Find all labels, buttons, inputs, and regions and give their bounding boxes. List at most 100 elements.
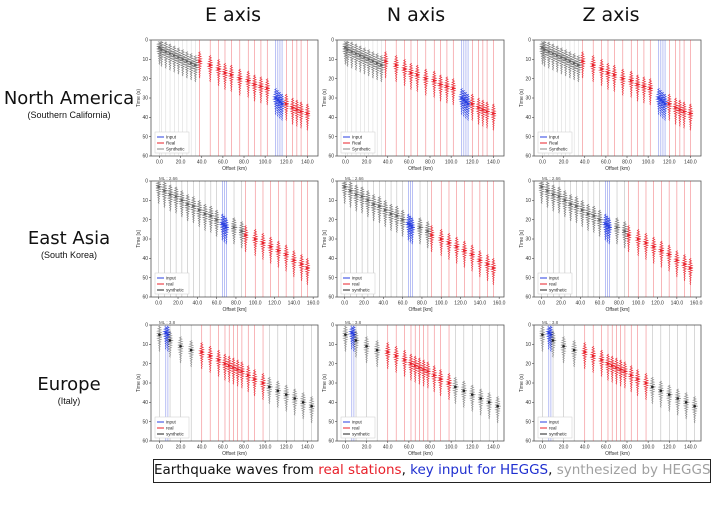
- waveform-mark: [352, 184, 360, 212]
- y-tick-label: 20: [328, 361, 334, 367]
- waveform-mark: [406, 215, 414, 243]
- waveform-mark: [244, 365, 252, 393]
- waveform-mark: [415, 357, 423, 385]
- arrival-point: [426, 229, 430, 233]
- waveform-mark: [238, 361, 246, 389]
- arrival-point: [606, 362, 610, 365]
- region-label-north-america: North America (Southern California): [0, 88, 138, 120]
- y-tick-label: 10: [525, 57, 531, 63]
- arrival-point: [269, 245, 272, 249]
- arrival-point: [189, 348, 193, 352]
- arrival-point: [409, 71, 413, 75]
- arrival-point: [555, 54, 559, 57]
- x-tick-label: 120.0: [663, 160, 676, 166]
- waveform-mark: [350, 325, 358, 352]
- y-tick-label: 30: [525, 237, 531, 243]
- x-tick-label: 140.0: [487, 445, 500, 451]
- waveform-mark: [282, 93, 290, 121]
- arrival-point: [344, 333, 347, 336]
- arrival-point: [560, 56, 563, 59]
- x-tick-label: 60.0: [404, 160, 414, 166]
- waveform-mark: [190, 196, 197, 224]
- y-tick-label: 30: [142, 237, 148, 243]
- x-tick-label: 0.0: [156, 445, 163, 451]
- y-tick-label: 50: [142, 419, 148, 425]
- y-tick-label: 20: [525, 361, 531, 367]
- arrival-point: [600, 358, 603, 362]
- waveform-mark: [407, 353, 415, 381]
- arrival-point: [610, 364, 614, 367]
- x-tick-label: 100.0: [435, 301, 448, 307]
- waveform-mark: [674, 388, 681, 416]
- waveform-mark: [468, 93, 476, 121]
- waveform-mark: [257, 76, 265, 104]
- waveform-mark: [646, 78, 654, 106]
- arrival-point: [627, 233, 630, 237]
- waveform-mark: [341, 181, 348, 204]
- y-axis-label: Time (s): [519, 374, 525, 392]
- x-tick-label: 60.0: [601, 445, 611, 451]
- y-tick-label: 20: [525, 76, 531, 82]
- x-tick-label: 60.0: [595, 301, 605, 307]
- waveform-mark: [617, 359, 624, 387]
- arrival-point: [481, 108, 485, 111]
- arrival-point: [492, 266, 495, 270]
- y-tick-label: 0: [331, 38, 334, 44]
- waveform-mark: [413, 64, 421, 92]
- arrival-point: [403, 67, 406, 71]
- waveform-mark: [399, 209, 406, 237]
- legend-entry: synthetic: [549, 432, 568, 437]
- magnitude-label: ML : 2.66: [542, 176, 561, 181]
- arrival-point: [346, 48, 349, 51]
- waveform-mark: [475, 97, 482, 125]
- waveform-mark: [401, 349, 408, 377]
- waveform-mark: [213, 209, 220, 237]
- waveform-mark: [590, 205, 598, 233]
- arrival-point: [395, 214, 399, 218]
- waveform-mark: [627, 70, 635, 98]
- arrival-point: [581, 59, 584, 63]
- waveform-mark: [549, 330, 557, 358]
- arrival-point: [667, 253, 671, 256]
- y-tick-label: 20: [525, 217, 531, 223]
- waveform-mark: [567, 194, 574, 222]
- waveform-mark: [634, 229, 642, 256]
- arrival-point: [552, 193, 555, 196]
- waveform-mark: [363, 336, 370, 364]
- arrival-point: [445, 85, 449, 88]
- region-subtitle: (Italy): [57, 396, 81, 406]
- arrival-point: [284, 393, 288, 396]
- waveform-mark: [404, 213, 412, 241]
- x-tick-label: 100.0: [445, 160, 458, 166]
- x-tick-label: 40.0: [378, 301, 388, 307]
- arrival-point: [179, 344, 182, 348]
- waveform-mark: [485, 392, 493, 420]
- y-tick-label: 10: [328, 57, 334, 63]
- x-tick-label: 140.0: [487, 160, 500, 166]
- waveform-mark: [573, 196, 580, 224]
- arrival-point: [224, 226, 228, 229]
- arrival-point: [284, 102, 288, 106]
- y-tick-label: 10: [328, 342, 334, 348]
- legend-entry: Real: [549, 141, 558, 146]
- y-tick-label: 10: [525, 198, 531, 204]
- waveform-mark: [657, 90, 664, 117]
- arrival-point: [299, 110, 303, 113]
- y-tick-label: 40: [328, 256, 334, 262]
- waveform-mark: [289, 97, 296, 125]
- x-tick-label: 20.0: [362, 160, 372, 166]
- arrival-point: [236, 368, 239, 371]
- figure-caption: Earthquake waves from real stations, key…: [153, 459, 711, 483]
- arrival-point: [563, 199, 567, 202]
- arrival-point: [667, 102, 671, 106]
- waveform-mark: [297, 254, 305, 282]
- seismogram-panel-e: 0 10 20 30 40 50 60 0.0 20.0 40.0 60.0 80.0 100.0 120…: [136, 36, 324, 178]
- arrival-point: [629, 79, 633, 82]
- waveform-mark: [282, 244, 290, 272]
- arrival-point: [577, 63, 580, 67]
- waveform-mark: [686, 103, 694, 131]
- arrival-point: [158, 333, 161, 336]
- waveform-mark: [236, 68, 243, 96]
